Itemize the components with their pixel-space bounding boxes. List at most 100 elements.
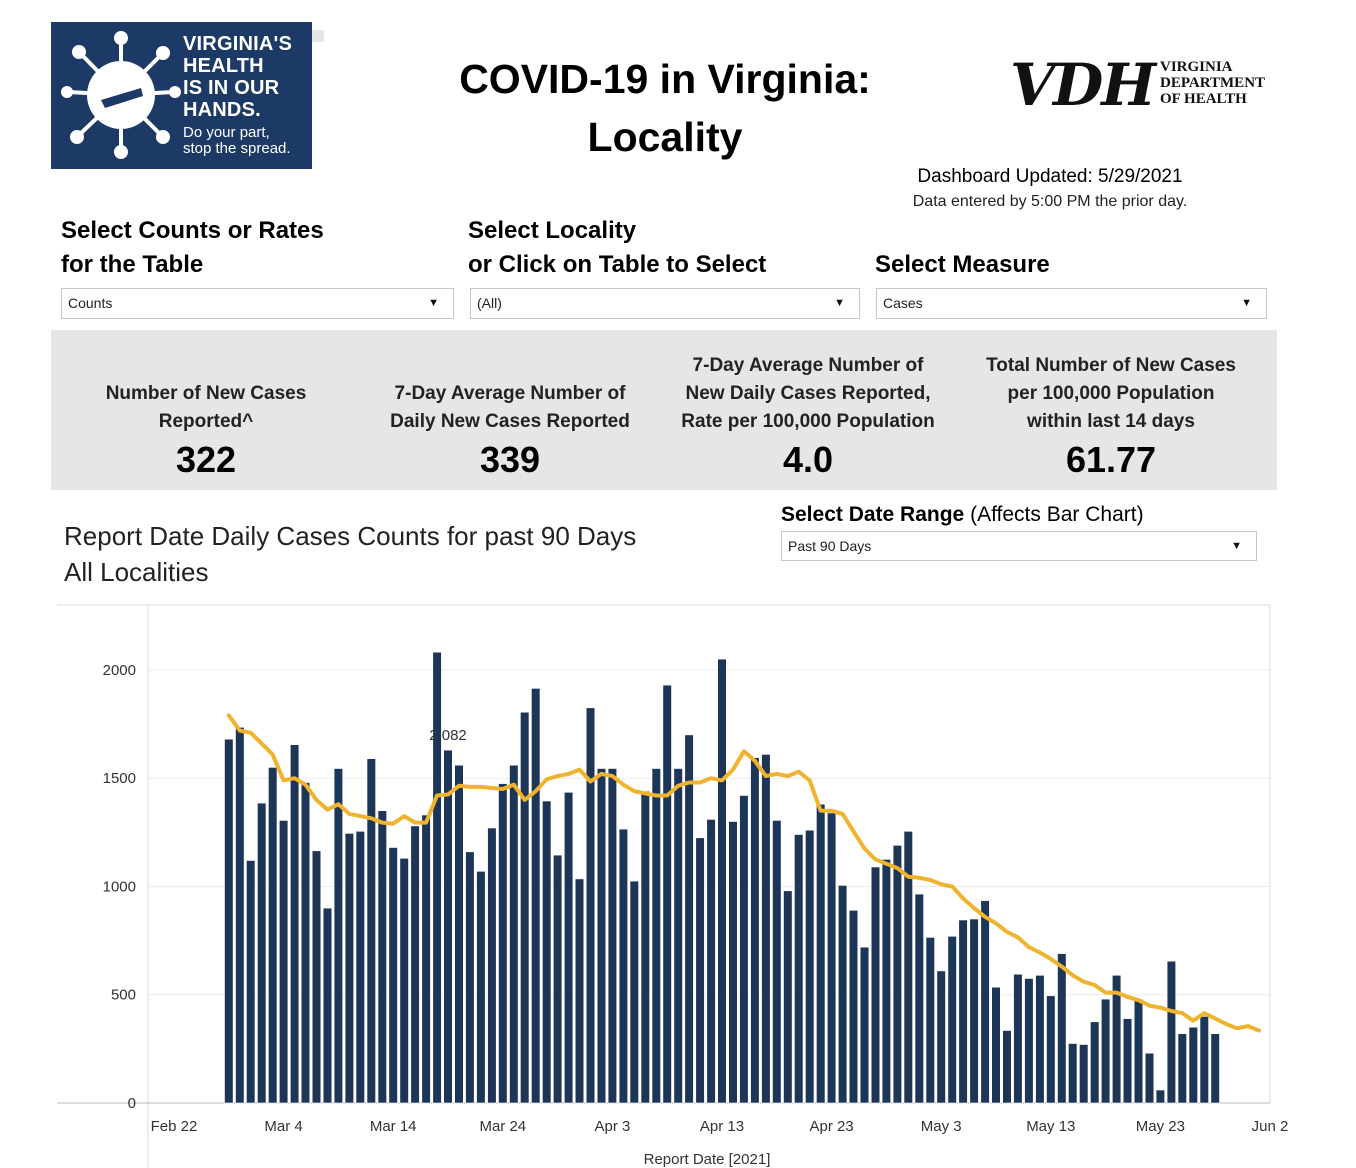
bar	[1210, 1033, 1220, 1104]
kpi-label-line: 7-Day Average Number of	[692, 355, 924, 376]
bar	[969, 918, 979, 1104]
bar	[739, 795, 749, 1104]
bar	[585, 707, 596, 1104]
bar	[761, 754, 771, 1104]
x-tick-label: May 23	[1136, 1118, 1185, 1135]
bar	[1144, 1052, 1155, 1104]
logo-line: VIRGINIA'S	[183, 33, 292, 55]
daily-cases-chart: 0 500 1000 1500 2000 Feb 22 Mar 4 Mar 14 Mar 24 A…	[57, 604, 1289, 1168]
measure-dropdown[interactable]: Cases ▼	[876, 288, 1267, 319]
bar	[848, 909, 859, 1104]
bar	[542, 800, 552, 1104]
virginia-health-logo: VIRGINIA'S HEALTH IS IN OUR HANDS. Do yo…	[51, 22, 312, 169]
x-tick-label: Apr 13	[700, 1118, 744, 1135]
date-range-dropdown[interactable]: Past 90 Days ▼	[781, 531, 1257, 561]
bar	[1090, 1021, 1100, 1104]
kpi-label: 7-Day Average Number of Daily New Cases …	[371, 380, 649, 436]
x-tick-label: Mar 24	[479, 1118, 526, 1135]
kpi-label-line: within last 14 days	[1027, 411, 1195, 432]
logo-line: HEALTH	[183, 55, 264, 77]
counts-dropdown-value: Counts	[68, 295, 113, 311]
counts-filter-label: Select Counts or Rates for the Table	[61, 214, 324, 282]
bar	[892, 845, 902, 1104]
kpi-label: Number of New Cases Reported^	[76, 380, 336, 436]
bar	[607, 768, 617, 1104]
bar	[903, 831, 913, 1104]
chart-title-line: Report Date Daily Cases Counts for past …	[64, 521, 637, 551]
locality-dropdown[interactable]: (All) ▼	[470, 288, 860, 319]
bar	[629, 880, 639, 1104]
bar	[936, 970, 946, 1104]
moving-average-series	[226, 713, 1261, 1033]
measure-filter-label: Select Measure	[875, 248, 1050, 282]
y-tick-label: 2000	[103, 662, 136, 679]
date-range-label-rest: (Affects Bar Chart)	[964, 503, 1144, 526]
bar	[991, 986, 1001, 1104]
bar	[1057, 953, 1067, 1104]
kpi-label-line: Rate per 100,000 Population	[681, 411, 935, 432]
chart-title: Report Date Daily Cases Counts for past …	[64, 518, 636, 590]
kpi-label-line: Number of New Cases	[105, 383, 307, 404]
bar	[498, 783, 508, 1104]
vdh-logo: VDH VIRGINIA DEPARTMENT OF HEALTH	[1010, 56, 1270, 118]
bar	[443, 749, 453, 1104]
bar	[1199, 1016, 1209, 1104]
y-tick-label: 1500	[103, 770, 136, 787]
bar	[958, 919, 968, 1104]
vdh-name-line: VIRGINIA	[1160, 59, 1233, 75]
bar	[1155, 1089, 1165, 1104]
date-range-dropdown-value: Past 90 Days	[788, 538, 872, 554]
bar	[520, 711, 530, 1104]
bar	[454, 764, 464, 1104]
title-line-1: COVID-19 in Virginia:	[459, 56, 871, 102]
measure-dropdown-value: Cases	[883, 295, 923, 311]
bar	[268, 767, 278, 1104]
bar	[684, 734, 694, 1104]
bar-series	[224, 651, 1220, 1104]
x-tick-label: Apr 23	[809, 1118, 853, 1135]
x-tick-label: Jun 2	[1252, 1118, 1289, 1135]
virus-icon	[61, 31, 181, 159]
chevron-down-icon[interactable]: ▼	[1231, 540, 1242, 552]
chevron-down-icon[interactable]: ▼	[1241, 297, 1252, 309]
counts-filter-label-line: for the Table	[61, 251, 204, 278]
locality-filter-label-line: Select Locality	[468, 217, 637, 244]
bar	[1166, 960, 1176, 1104]
counts-dropdown[interactable]: Counts ▼	[61, 288, 454, 319]
chevron-down-icon[interactable]: ▼	[428, 297, 439, 309]
counts-filter-label-line: Select Counts or Rates	[61, 217, 324, 244]
bar	[257, 802, 267, 1104]
bar	[826, 812, 837, 1104]
bar	[574, 878, 585, 1104]
bar	[728, 821, 738, 1104]
bar	[673, 768, 683, 1104]
chevron-down-icon[interactable]: ▼	[834, 297, 845, 309]
x-axis-title: Report Date [2021]	[644, 1151, 771, 1168]
bar	[596, 768, 607, 1104]
logo-line: IS IN OUR	[183, 77, 280, 99]
bar	[925, 937, 935, 1104]
bar	[1024, 978, 1034, 1104]
logo-tagline: stop the spread.	[183, 140, 291, 157]
bar	[344, 833, 355, 1104]
bar	[278, 820, 289, 1104]
kpi-label: 7-Day Average Number of New Daily Cases …	[663, 352, 953, 436]
bar	[816, 803, 826, 1104]
vdh-name-line: DEPARTMENT	[1160, 75, 1266, 91]
bar	[421, 814, 431, 1104]
bar	[509, 764, 519, 1104]
bar	[487, 827, 497, 1104]
kpi-label-line: per 100,000 Population	[1007, 383, 1215, 404]
bar	[432, 651, 442, 1104]
bar	[1112, 974, 1122, 1104]
bar	[1177, 1033, 1187, 1104]
bar	[355, 831, 365, 1104]
bar	[914, 893, 924, 1104]
vdh-name: VIRGINIA DEPARTMENT OF HEALTH	[1160, 59, 1265, 107]
bar	[410, 825, 420, 1104]
x-tick-label: Mar 14	[370, 1118, 417, 1135]
kpi-value: 4.0	[782, 439, 834, 480]
logo-text: VIRGINIA'S HEALTH IS IN OUR HANDS. Do yo…	[183, 33, 292, 157]
kpi-label-line: Total Number of New Cases	[986, 355, 1236, 376]
bar	[1046, 995, 1056, 1104]
